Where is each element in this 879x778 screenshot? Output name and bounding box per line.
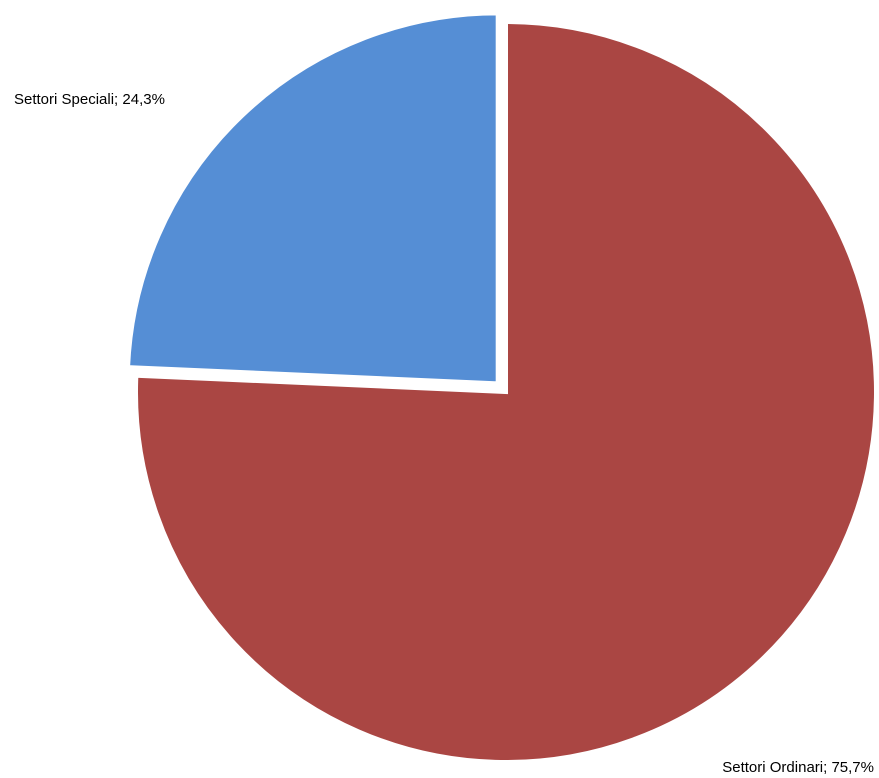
slice-label-settori-speciali: Settori Speciali; 24,3% <box>14 91 165 108</box>
pie-labels: Settori Speciali; 24,3% Settori Ordinari… <box>14 91 874 776</box>
pie-slice-settori-speciali <box>125 11 500 386</box>
pie-slices <box>125 11 878 764</box>
pie-slice-settori-ordinari <box>134 19 878 764</box>
slice-label-settori-ordinari: Settori Ordinari; 75,7% <box>722 759 874 776</box>
